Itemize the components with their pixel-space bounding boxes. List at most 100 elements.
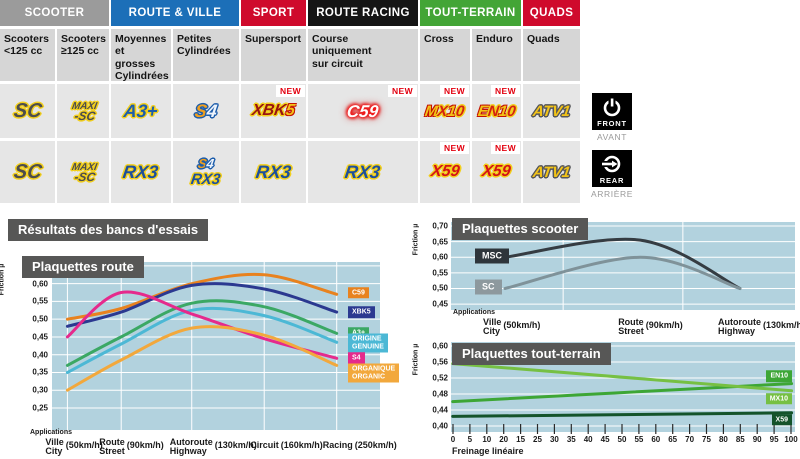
y-tick-label: 0,48 — [432, 389, 448, 399]
x-tick-label: 50 — [617, 435, 627, 444]
product-cell: RX3 — [111, 141, 171, 203]
y-tick-label: 0,55 — [432, 268, 448, 278]
front-caption: AVANT — [596, 132, 628, 142]
x-tick-label: 15 — [516, 435, 526, 444]
series-label-xbk5: XBK5 — [348, 306, 375, 318]
product-logo-rx3: RX3 — [122, 162, 160, 182]
rear-label: REAR — [599, 176, 625, 185]
x-axis-title: Applications — [453, 309, 496, 316]
x-tick-label: 25 — [533, 435, 542, 444]
product-logo-sc: SC — [12, 100, 43, 122]
y-axis-title: Friction µ — [412, 223, 420, 256]
series-label-c59: C59 — [348, 286, 369, 299]
series-line-x59 — [451, 411, 794, 418]
y-tick-label: 0,55 — [32, 296, 48, 306]
plot-area — [52, 262, 380, 430]
y-tick-label: 0,40 — [32, 350, 48, 360]
product-cell: RX3 — [241, 141, 306, 203]
chart-plaquettes-tout-terrain: Plaquettes tout-terrain 0,60 0,56 0,52 0,48… — [412, 338, 800, 459]
y-tick-label: 0,45 — [432, 299, 448, 309]
y-tick-label: 0,44 — [432, 405, 448, 415]
sub-column-header: Moyennes et grosses Cylindrées — [111, 29, 171, 82]
x-tick-label: 20 — [499, 435, 509, 444]
y-tick-label: 0,60 — [32, 279, 48, 289]
series-line-c59 — [65, 272, 339, 321]
front-axle-indicator: FRONT AVANT — [586, 93, 638, 142]
front-axle-box: FRONT — [592, 93, 632, 130]
app-label-ville: Ville City (50km/h) — [483, 317, 541, 336]
product-cell: NEW XBK5 — [241, 84, 306, 138]
rear-axle-box: REAR — [592, 150, 632, 187]
series-line-a3- — [65, 299, 339, 367]
product-cell: NEW X59 — [420, 141, 470, 203]
series-label-msc: MSC — [475, 248, 509, 264]
product-cell: NEW C59 — [308, 84, 418, 138]
series-line-xbk5 — [65, 282, 339, 328]
x-tick-label: 55 — [634, 435, 644, 444]
product-cell: SC — [0, 141, 55, 203]
product-logo-rx3: RX3 — [344, 162, 382, 182]
x-tick-label: 95 — [769, 435, 779, 444]
x-tick-label: 100 — [784, 435, 798, 444]
sub-column-header: Quads — [523, 29, 580, 81]
x-tick-label: 5 — [467, 435, 473, 444]
y-tick-label: 0,65 — [432, 237, 448, 247]
product-cell: S4 RX3 — [173, 141, 239, 203]
product-logo-rx3: RX3 — [254, 162, 293, 182]
chart-route-title: Plaquettes route — [22, 256, 144, 278]
y-tick-label: 0,25 — [32, 403, 48, 413]
x-tick-label: 45 — [600, 435, 610, 444]
y-tick-label: 0,30 — [32, 385, 48, 395]
y-axis-title: Friction µ — [0, 264, 6, 296]
series-line-organique-organic — [65, 325, 339, 392]
y-tick-label: 0,40 — [432, 421, 448, 431]
product-logo-atv1: ATV1 — [531, 102, 572, 120]
series-line-msc — [503, 237, 742, 290]
x-tick-label: 80 — [718, 435, 728, 444]
chart-tt-title: Plaquettes tout-terrain — [452, 343, 611, 365]
app-label-route: Route Street (90km/h) — [618, 317, 683, 336]
product-logo-c59: C59 — [346, 101, 380, 121]
product-cell: ATV1 — [523, 84, 580, 138]
product-cell: MAXI -SC — [57, 84, 109, 138]
app-label-route: Route Street (90km/h) — [99, 437, 164, 456]
category-header-scooter: SCOOTER — [0, 0, 109, 26]
x-tick-label: 60 — [651, 435, 661, 444]
product-cell: RX3 — [308, 141, 418, 203]
x-tick-label: 10 — [482, 435, 492, 444]
y-tick-label: 0,45 — [32, 332, 48, 342]
rear-axle-indicator: REAR ARRIÈRE — [586, 150, 638, 199]
category-header-tout-terrain: TOUT-TERRAIN — [420, 0, 521, 26]
x-tick-label: 40 — [583, 435, 593, 444]
y-axis-title: Friction µ — [412, 343, 420, 376]
product-cell: S4 — [173, 84, 239, 138]
app-label-circuit: Circuit (160km/h) — [250, 440, 323, 450]
product-logo-s4: S4 — [196, 156, 216, 171]
sub-column-header: Enduro — [472, 29, 521, 81]
product-logo-a3-: A3+ — [122, 101, 160, 121]
new-badge: NEW — [439, 85, 469, 97]
x-axis-title: Applications — [30, 429, 73, 436]
x-tick-label: 75 — [702, 435, 711, 444]
y-tick-label: 0,50 — [432, 283, 448, 293]
app-label-ville: Ville City (50km/h) — [45, 437, 103, 456]
y-tick-label: 0,60 — [432, 341, 448, 351]
series-line-origine-genuine — [65, 306, 339, 374]
chart-plaquettes-scooter: Plaquettes scooter 0,70 0,65 0,60 0,55 0,50 0… — [412, 215, 800, 337]
chart-plaquettes-route: Plaquettes route 0,650,600,550,500,450,4… — [0, 252, 412, 459]
x-tick-label: 35 — [566, 435, 576, 444]
series-label-organique-organic: ORGANIQUE ORGANIC — [348, 363, 400, 383]
category-header-route-racing: ROUTE RACING — [308, 0, 418, 26]
product-cell: SC — [0, 84, 55, 138]
new-badge: NEW — [439, 142, 469, 154]
series-line-s4 — [65, 290, 339, 360]
sub-column-header: Course uniquement sur circuit — [308, 29, 418, 81]
y-tick-label: 0,52 — [432, 373, 448, 383]
y-tick-label: 0,56 — [432, 357, 448, 367]
sub-column-header: Cross — [420, 29, 470, 81]
sub-column-header: Petites Cylindrées — [173, 29, 239, 81]
product-cell: MAXI -SC — [57, 141, 109, 203]
y-tick-label: 0,60 — [432, 252, 448, 262]
product-logo-x59: X59 — [481, 163, 512, 180]
